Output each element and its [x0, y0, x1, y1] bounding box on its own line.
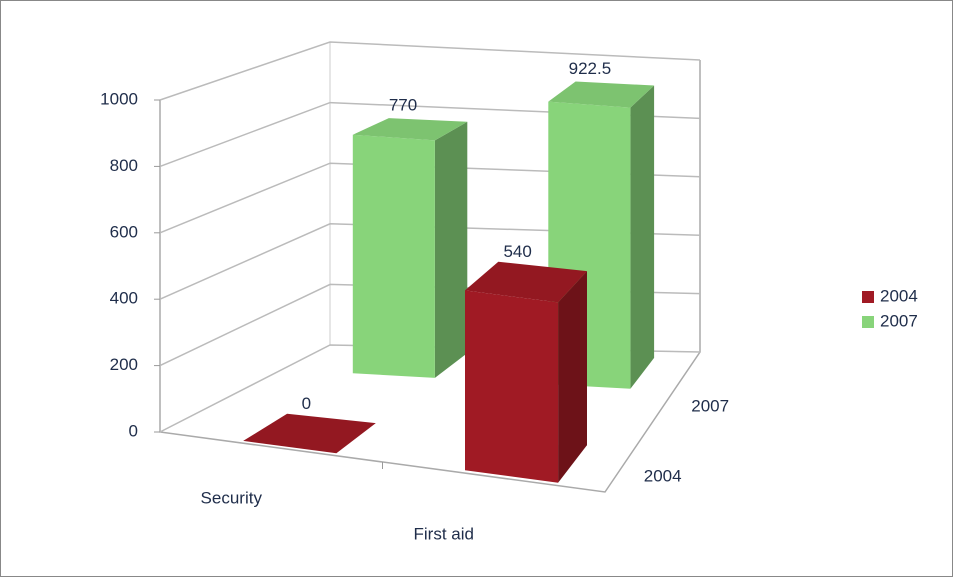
y-tick-label: 800 [110, 156, 138, 175]
legend-label: 2007 [880, 311, 918, 330]
bar-front [352, 134, 435, 378]
bar-top [548, 81, 655, 108]
y-tick-label: 1000 [100, 89, 138, 108]
data-label: 540 [503, 242, 531, 261]
grid-line [159, 41, 701, 101]
data-label: 922.5 [569, 59, 612, 78]
legend-swatch [862, 316, 874, 328]
y-tick-label: 200 [110, 355, 138, 374]
y-tick-label: 0 [129, 421, 138, 440]
depth-label: 2007 [691, 396, 729, 415]
legend-swatch [862, 291, 874, 303]
y-tick-label: 400 [110, 289, 138, 308]
x-tick-label: Security [201, 488, 263, 507]
bar-side [434, 121, 468, 378]
bar-top [465, 261, 587, 303]
depth-label: 2004 [644, 466, 682, 485]
bar-top [243, 413, 376, 454]
bar-top [352, 118, 468, 141]
y-tick-label: 600 [110, 222, 138, 241]
bar-side [558, 271, 587, 483]
wall-edge [159, 60, 701, 493]
bar [243, 413, 376, 454]
x-tick-label: First aid [414, 524, 474, 543]
bar-front [465, 290, 559, 483]
data-label: 0 [302, 394, 311, 413]
data-label: 770 [389, 95, 417, 114]
legend-label: 2004 [880, 286, 918, 305]
bar [352, 118, 468, 378]
bar [465, 261, 587, 483]
bar-side [630, 85, 655, 389]
